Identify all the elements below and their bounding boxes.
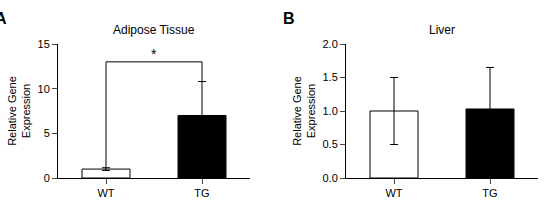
svg-text:TG: TG [194, 187, 209, 199]
svg-text:Liver: Liver [429, 23, 455, 37]
svg-text:10: 10 [38, 83, 50, 95]
svg-text:WT: WT [97, 187, 114, 199]
svg-text:Relative GeneExpression: Relative GeneExpression [6, 76, 32, 146]
svg-text:5: 5 [44, 127, 50, 139]
svg-text:1.5: 1.5 [323, 71, 338, 83]
svg-text:0.5: 0.5 [323, 138, 338, 150]
svg-text:B: B [283, 10, 295, 27]
svg-text:Adipose Tissue: Adipose Tissue [113, 23, 195, 37]
svg-text:15: 15 [38, 38, 50, 50]
svg-text:2.0: 2.0 [323, 38, 338, 50]
svg-text:WT: WT [385, 187, 402, 199]
svg-text:*: * [151, 46, 157, 62]
svg-text:A: A [0, 10, 7, 27]
svg-text:0.0: 0.0 [323, 172, 338, 184]
svg-text:TG: TG [482, 187, 497, 199]
svg-text:0: 0 [44, 172, 50, 184]
svg-text:Relative GeneExpression: Relative GeneExpression [291, 76, 317, 146]
svg-text:1.0: 1.0 [323, 105, 338, 117]
